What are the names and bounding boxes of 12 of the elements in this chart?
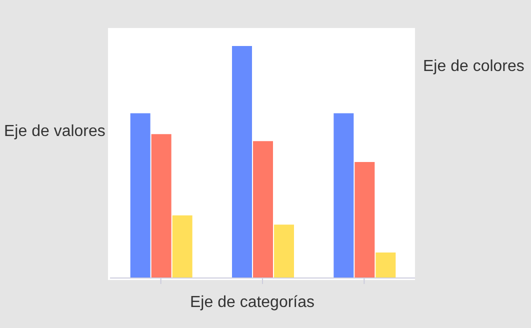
bar	[274, 224, 294, 278]
bar	[253, 141, 273, 278]
bar	[354, 162, 375, 278]
bar	[130, 113, 150, 278]
y-axis-title: Eje de valores	[4, 123, 106, 141]
bar	[151, 134, 172, 278]
bar	[232, 46, 252, 278]
bar	[376, 252, 396, 278]
x-axis-title: Eje de categorías	[190, 294, 315, 312]
bar	[334, 113, 354, 278]
bar	[172, 215, 192, 278]
legend-title: Eje de colores	[423, 58, 524, 76]
